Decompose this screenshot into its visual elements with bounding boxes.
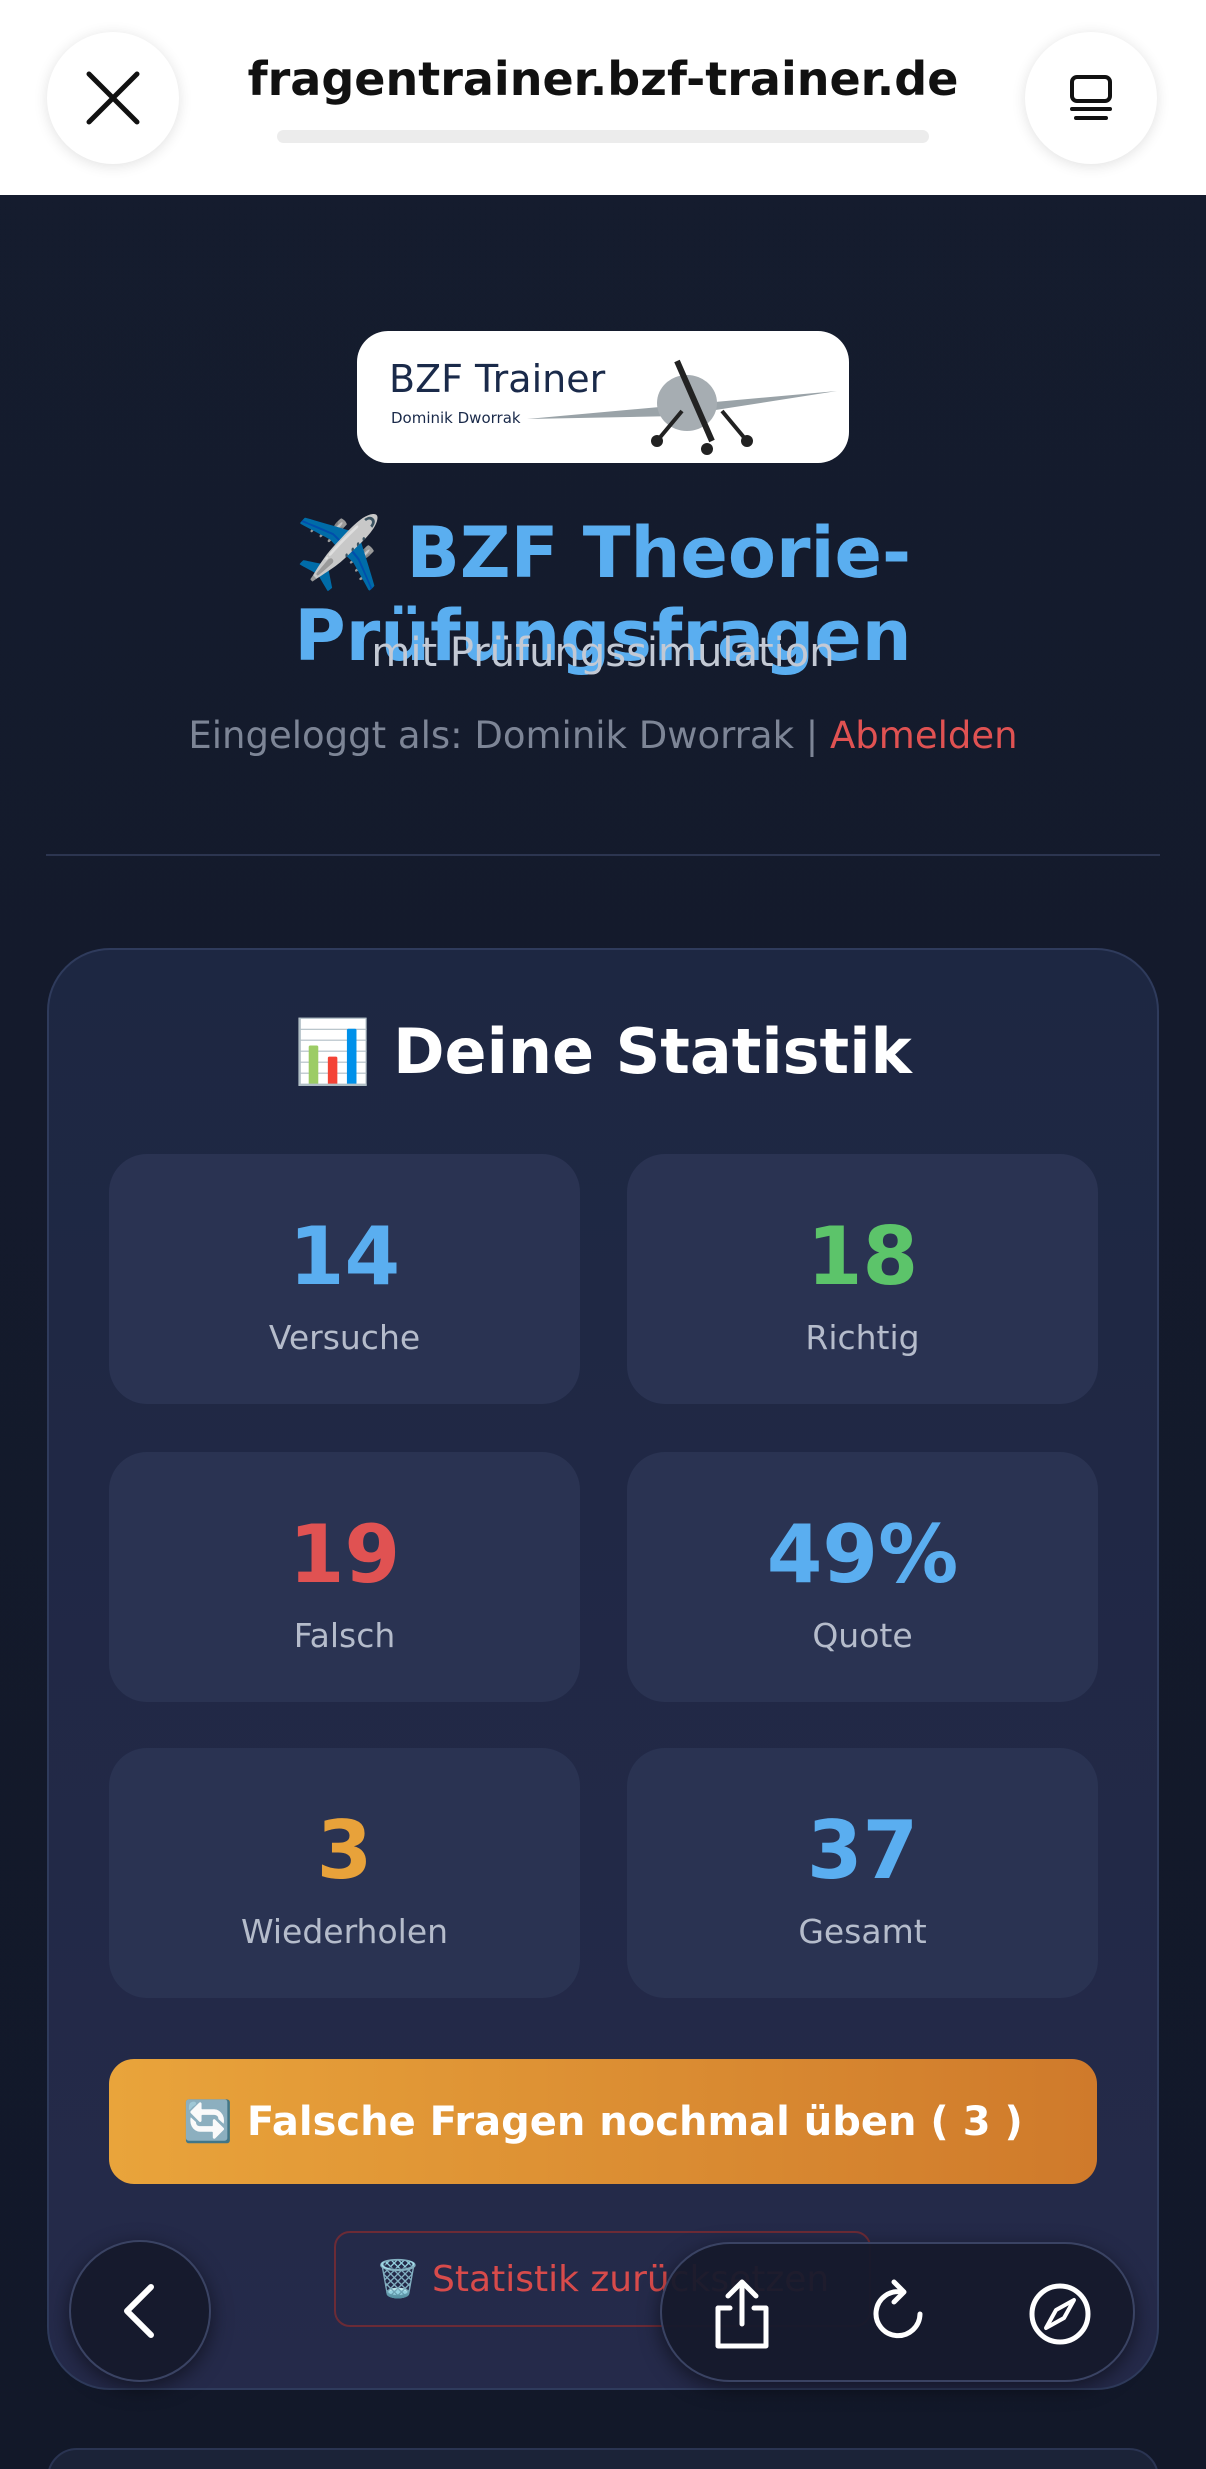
logo: BZF Trainer Dominik Dworrak — [357, 331, 849, 463]
url[interactable]: fragentrainer.bzf-trainer.de — [247, 52, 959, 106]
stat-label: Falsch — [293, 1616, 396, 1655]
page-title: ✈️ BZF Theorie-Prüfungsfragen — [294, 512, 912, 677]
stat-value: 37 — [806, 1804, 919, 1897]
retry-text: 🔄 Falsche Fragen nochmal üben ( — [183, 2099, 949, 2145]
retry-close: ) — [1004, 2098, 1023, 2145]
retry-count: 3 — [962, 2098, 991, 2145]
stat-value: 19 — [288, 1508, 401, 1601]
stat-label: Gesamt — [798, 1912, 927, 1951]
next-card — [47, 2448, 1159, 2469]
logo-title: BZF Trainer — [389, 357, 606, 401]
tabs-icon — [1070, 75, 1112, 120]
divider — [46, 854, 1160, 856]
logo-plane — [527, 359, 837, 455]
compass-button[interactable] — [1020, 2274, 1100, 2354]
stat-tile: 18 Richtig — [627, 1154, 1098, 1404]
login-line: Eingeloggt als: Dominik Dworrak | Abmeld… — [0, 714, 1206, 757]
stat-label: Richtig — [805, 1318, 920, 1357]
back-button[interactable] — [69, 2240, 211, 2382]
browser-bar — [0, 0, 1206, 195]
page-subtitle: mit Prüfungssimulation — [371, 630, 835, 676]
stat-tile: 19 Falsch — [109, 1452, 580, 1702]
close-icon — [86, 71, 140, 125]
stat-tile: 49% Quote — [627, 1452, 1098, 1702]
share-button[interactable] — [702, 2274, 782, 2354]
progress-bar — [277, 130, 929, 143]
stat-label: Wiederholen — [240, 1912, 449, 1951]
back-icon — [124, 2284, 154, 2338]
separator: | — [805, 714, 819, 757]
logo-subtitle: Dominik Dworrak — [391, 409, 521, 427]
login-text: Eingeloggt als: Dominik Dworrak — [188, 714, 794, 757]
stat-tile: 14 Versuche — [109, 1154, 580, 1404]
toolbar — [660, 2242, 1135, 2382]
stat-label: Versuche — [268, 1318, 421, 1357]
reload-button[interactable] — [860, 2274, 940, 2354]
logout-link[interactable]: Abmelden — [830, 714, 1018, 757]
stat-tile: 3 Wiederholen — [109, 1748, 580, 1998]
stat-value: 49% — [766, 1508, 959, 1601]
stat-value: 3 — [316, 1804, 373, 1897]
stat-value: 14 — [288, 1210, 401, 1303]
stats-title: 📊 Deine Statistik — [294, 1015, 912, 1088]
close-button[interactable] — [47, 32, 179, 164]
tabs-button[interactable] — [1025, 32, 1157, 164]
stat-tile: 37 Gesamt — [627, 1748, 1098, 1998]
stat-label: Quote — [812, 1616, 913, 1655]
retry-button[interactable]: 🔄 Falsche Fragen nochmal üben ( 3) — [109, 2059, 1097, 2184]
stat-value: 18 — [806, 1210, 919, 1303]
